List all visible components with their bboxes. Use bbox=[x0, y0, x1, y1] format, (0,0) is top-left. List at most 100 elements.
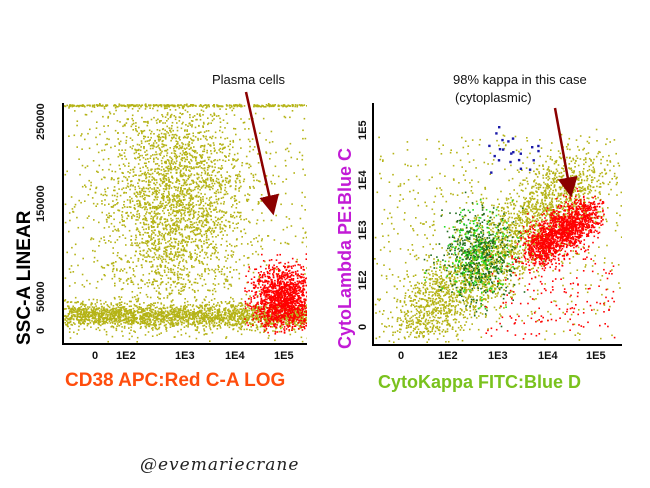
olive-event bbox=[200, 309, 203, 312]
olive-event bbox=[193, 167, 195, 170]
olive-event bbox=[141, 266, 143, 269]
olive-event bbox=[107, 117, 109, 119]
olive-event bbox=[121, 216, 124, 218]
olive-event bbox=[191, 312, 194, 315]
olive-event bbox=[118, 313, 120, 315]
olive-event bbox=[221, 268, 223, 270]
olive-event bbox=[183, 181, 186, 183]
olive-event bbox=[157, 320, 160, 323]
olive-event bbox=[254, 329, 257, 332]
olive-event bbox=[196, 282, 199, 284]
olive-event bbox=[152, 308, 155, 311]
olive-event bbox=[201, 225, 203, 228]
olive-event bbox=[178, 251, 181, 253]
olive-event bbox=[166, 320, 169, 322]
olive-event bbox=[189, 162, 191, 165]
olive-event bbox=[233, 197, 236, 200]
olive-event bbox=[168, 180, 170, 182]
olive-event bbox=[200, 240, 202, 243]
olive-event bbox=[180, 317, 182, 320]
olive-event bbox=[222, 179, 224, 182]
olive-event bbox=[205, 314, 208, 316]
olive-event bbox=[190, 197, 192, 199]
olive-event bbox=[241, 309, 244, 311]
olive-event bbox=[164, 107, 167, 109]
olive-event bbox=[86, 324, 89, 327]
olive-event bbox=[130, 326, 133, 329]
olive-event bbox=[180, 218, 183, 221]
olive-event bbox=[172, 264, 175, 267]
olive-event bbox=[147, 325, 150, 327]
olive-event bbox=[233, 104, 235, 107]
olive-event bbox=[121, 214, 123, 216]
olive-event bbox=[173, 228, 176, 231]
olive-event bbox=[179, 199, 181, 202]
olive-event bbox=[184, 136, 187, 139]
olive-event bbox=[87, 132, 89, 135]
olive-event bbox=[215, 247, 218, 249]
olive-event bbox=[224, 308, 227, 310]
olive-event bbox=[125, 308, 128, 310]
olive-event bbox=[162, 145, 165, 148]
olive-event bbox=[158, 313, 160, 316]
olive-event bbox=[173, 161, 176, 163]
olive-event bbox=[189, 231, 192, 233]
olive-event bbox=[141, 173, 143, 175]
olive-event bbox=[150, 315, 152, 318]
olive-event bbox=[246, 317, 249, 319]
olive-event bbox=[224, 324, 226, 326]
olive-event bbox=[174, 167, 176, 169]
olive-event bbox=[177, 254, 180, 256]
olive-event bbox=[136, 300, 138, 303]
olive-event bbox=[175, 162, 177, 165]
olive-event bbox=[161, 222, 164, 225]
olive-event bbox=[139, 204, 142, 206]
olive-event bbox=[185, 175, 187, 177]
olive-event bbox=[161, 143, 163, 145]
olive-event bbox=[172, 311, 175, 313]
olive-event bbox=[128, 176, 130, 178]
olive-event bbox=[143, 319, 145, 322]
olive-event bbox=[71, 324, 74, 326]
olive-event bbox=[204, 230, 207, 233]
olive-event bbox=[178, 120, 181, 122]
olive-event bbox=[265, 104, 268, 106]
olive-event bbox=[280, 203, 282, 206]
olive-event bbox=[191, 318, 193, 320]
olive-event bbox=[246, 200, 249, 202]
olive-event bbox=[134, 238, 137, 241]
olive-event bbox=[111, 194, 114, 197]
olive-event bbox=[208, 186, 211, 188]
olive-event bbox=[139, 318, 141, 320]
olive-event bbox=[211, 165, 213, 168]
olive-event bbox=[203, 324, 206, 327]
olive-event bbox=[156, 217, 158, 220]
olive-event bbox=[154, 315, 156, 318]
olive-event bbox=[241, 304, 243, 307]
olive-event bbox=[150, 210, 153, 213]
olive-event bbox=[78, 322, 80, 324]
olive-event bbox=[191, 265, 193, 267]
olive-event bbox=[304, 307, 306, 309]
olive-event bbox=[205, 304, 207, 306]
olive-event bbox=[151, 238, 153, 241]
olive-event bbox=[229, 107, 231, 109]
olive-event bbox=[91, 310, 94, 313]
olive-event bbox=[113, 212, 115, 214]
olive-event bbox=[183, 269, 185, 271]
olive-event bbox=[180, 169, 182, 172]
olive-event bbox=[69, 104, 71, 106]
olive-event bbox=[216, 224, 218, 226]
olive-event bbox=[105, 331, 108, 333]
olive-event bbox=[233, 227, 236, 230]
olive-event bbox=[177, 267, 179, 269]
olive-event bbox=[156, 314, 159, 317]
olive-event bbox=[79, 307, 81, 309]
olive-event bbox=[114, 297, 116, 300]
olive-event bbox=[181, 269, 183, 271]
olive-event bbox=[205, 135, 207, 138]
olive-event bbox=[269, 152, 272, 155]
olive-event bbox=[176, 224, 178, 226]
olive-event bbox=[146, 296, 149, 298]
olive-event bbox=[153, 160, 155, 163]
